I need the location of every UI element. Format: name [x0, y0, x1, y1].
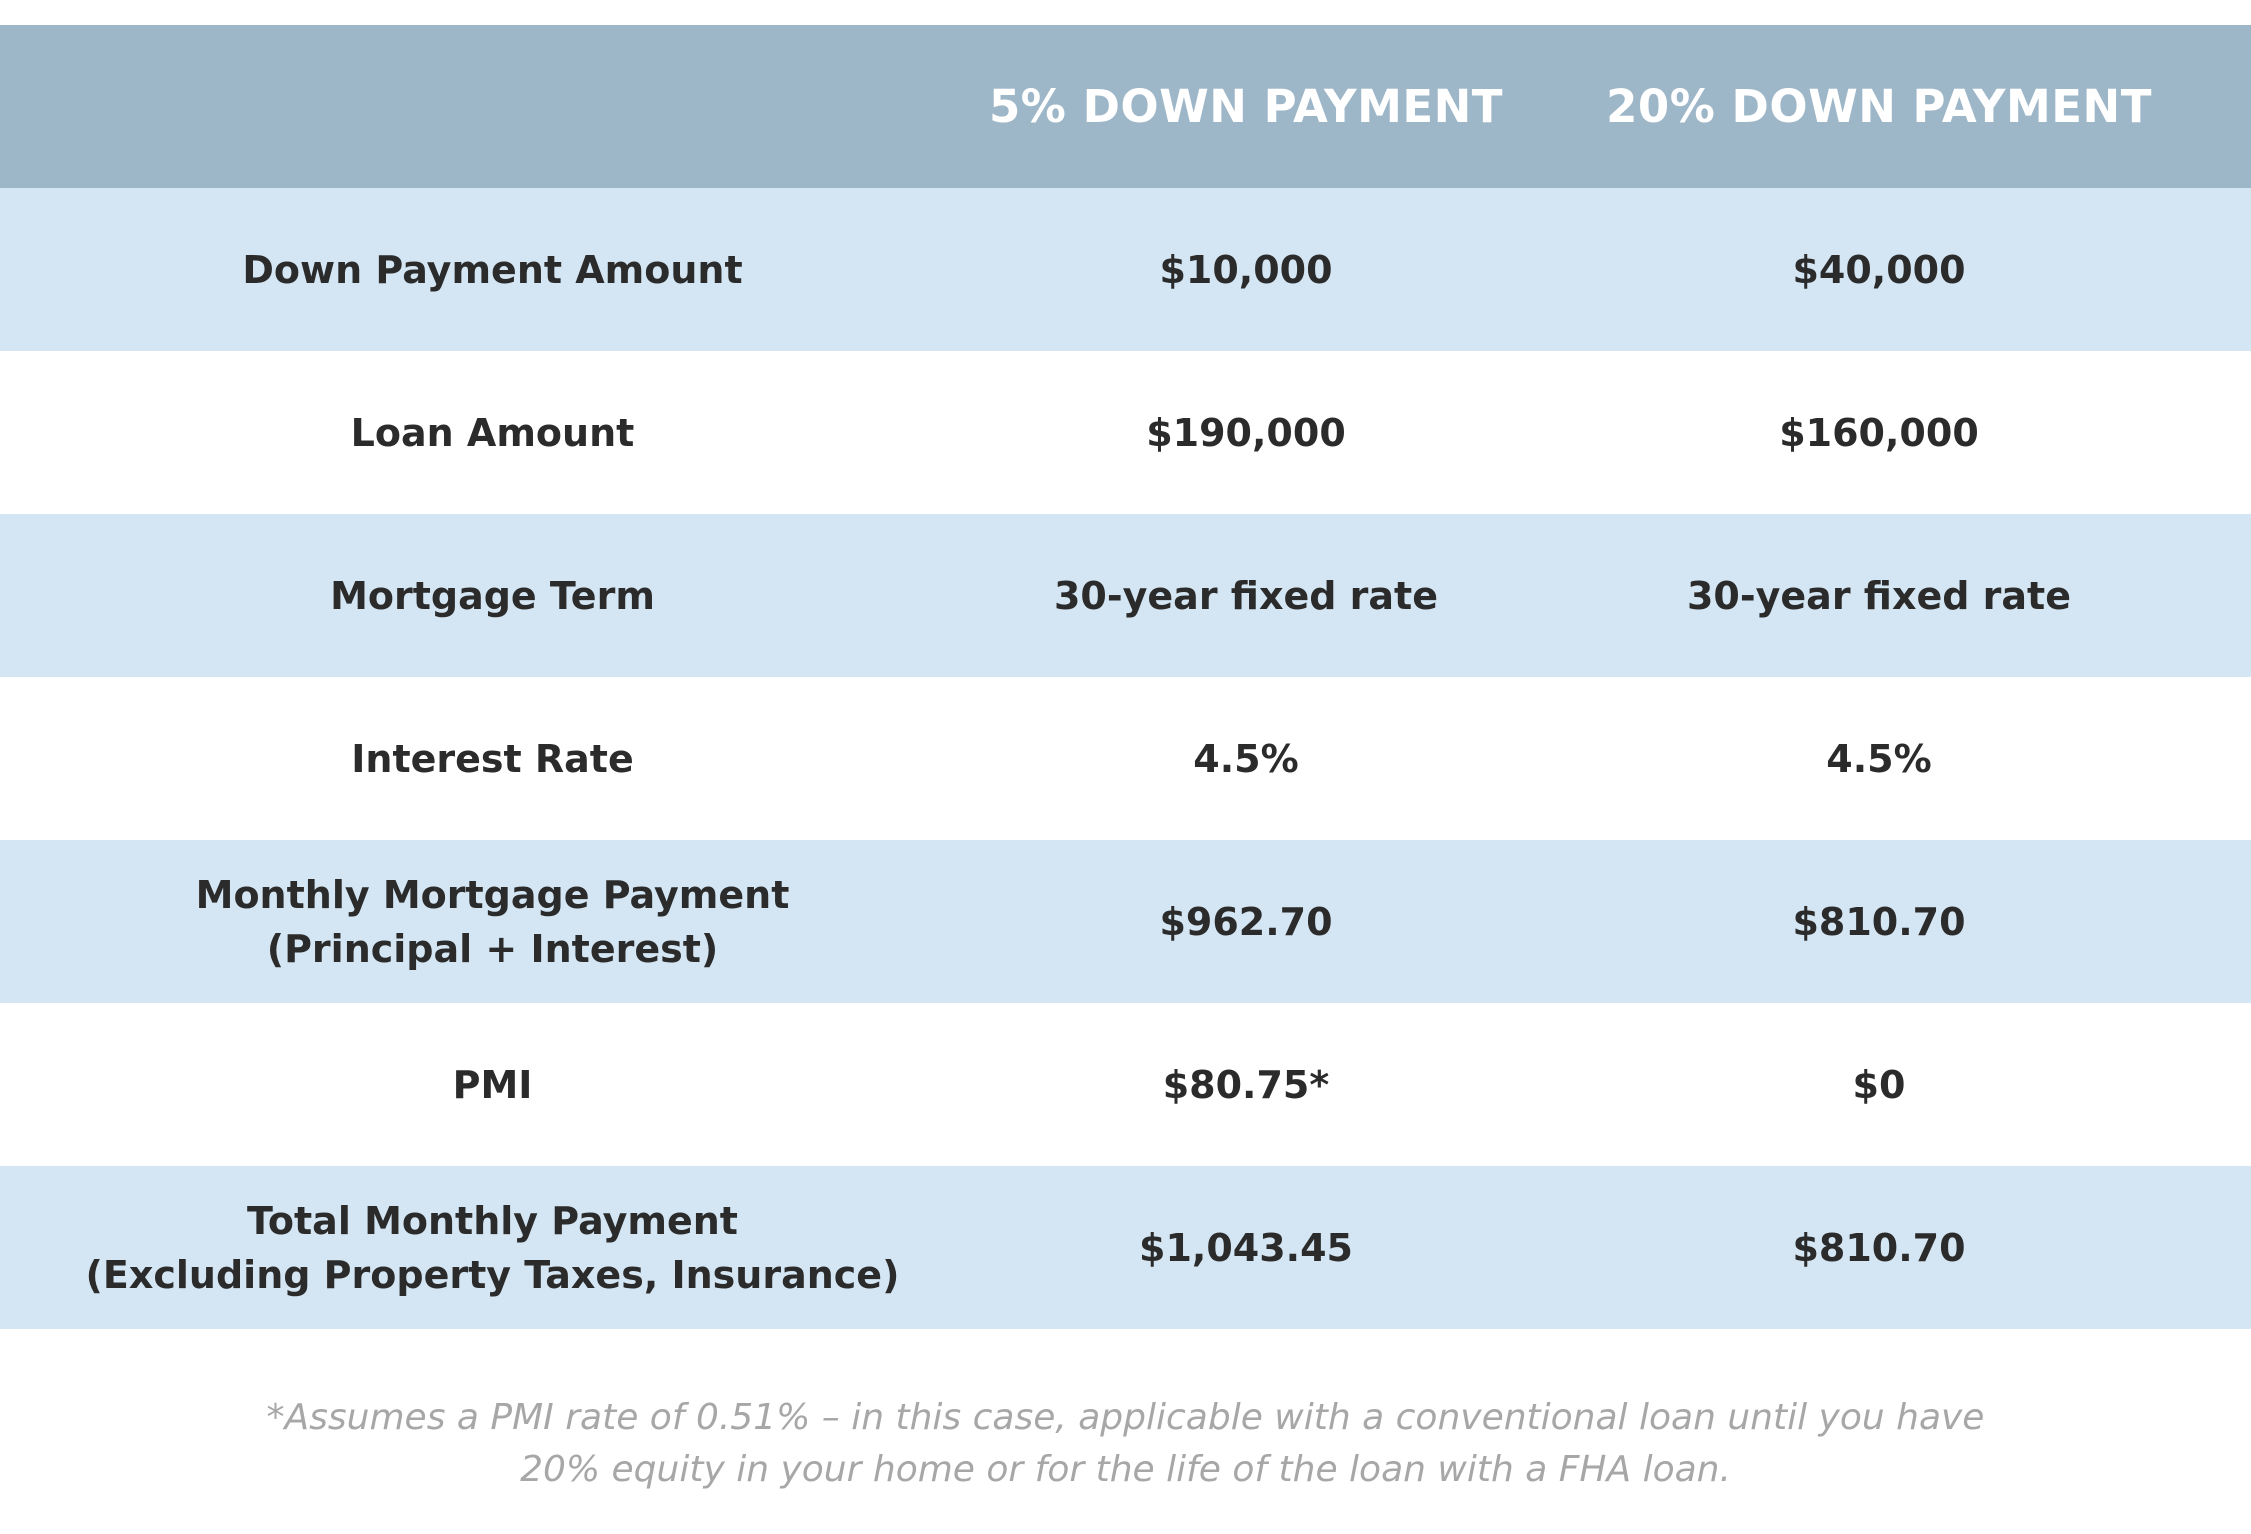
- row-label: Mortgage Term: [330, 573, 655, 618]
- row-label: Monthly Mortgage Payment (Principal + In…: [195, 872, 790, 971]
- table-header-row: 5% DOWN PAYMENT 20% DOWN PAYMENT: [0, 25, 2251, 188]
- table-row: Interest Rate 4.5% 4.5%: [0, 677, 2251, 840]
- table-row: Mortgage Term 30-year fixed rate 30-year…: [0, 514, 2251, 677]
- row-label: PMI: [452, 1062, 533, 1107]
- row-value-5-percent: 4.5%: [1193, 736, 1299, 781]
- row-value-5-percent: 30-year fixed rate: [1053, 573, 1438, 618]
- table-row: PMI $80.75* $0: [0, 1003, 2251, 1166]
- row-label: Down Payment Amount: [242, 247, 743, 292]
- table-row: Down Payment Amount $10,000 $40,000: [0, 188, 2251, 351]
- row-value-5-percent: $10,000: [1159, 247, 1333, 292]
- row-value-20-percent: $810.70: [1792, 1225, 1966, 1270]
- row-label: Loan Amount: [350, 410, 635, 455]
- row-value-20-percent: $160,000: [1779, 410, 1979, 455]
- row-value-20-percent: $40,000: [1792, 247, 1966, 292]
- comparison-table: 5% DOWN PAYMENT 20% DOWN PAYMENT Down Pa…: [0, 25, 2251, 1329]
- row-value-20-percent: $0: [1852, 1062, 1906, 1107]
- header-5-percent: 5% DOWN PAYMENT: [989, 80, 1503, 133]
- row-value-20-percent: 4.5%: [1826, 736, 1932, 781]
- header-label-cell: [0, 25, 985, 188]
- footnote: *Assumes a PMI rate of 0.51% – in this c…: [266, 1397, 1985, 1490]
- row-value-5-percent: $962.70: [1159, 899, 1333, 944]
- table-row: Monthly Mortgage Payment (Principal + In…: [0, 840, 2251, 1003]
- row-value-5-percent: $1,043.45: [1139, 1225, 1353, 1270]
- row-label: Total Monthly Payment (Excluding Propert…: [85, 1198, 900, 1297]
- row-label: Interest Rate: [351, 736, 634, 781]
- table-row: Total Monthly Payment (Excluding Propert…: [0, 1166, 2251, 1329]
- row-value-20-percent: 30-year fixed rate: [1686, 573, 2071, 618]
- row-value-5-percent: $190,000: [1146, 410, 1346, 455]
- table-row: Loan Amount $190,000 $160,000: [0, 351, 2251, 514]
- row-value-5-percent: $80.75*: [1162, 1062, 1330, 1107]
- header-20-percent: 20% DOWN PAYMENT: [1606, 80, 2152, 133]
- row-value-20-percent: $810.70: [1792, 899, 1966, 944]
